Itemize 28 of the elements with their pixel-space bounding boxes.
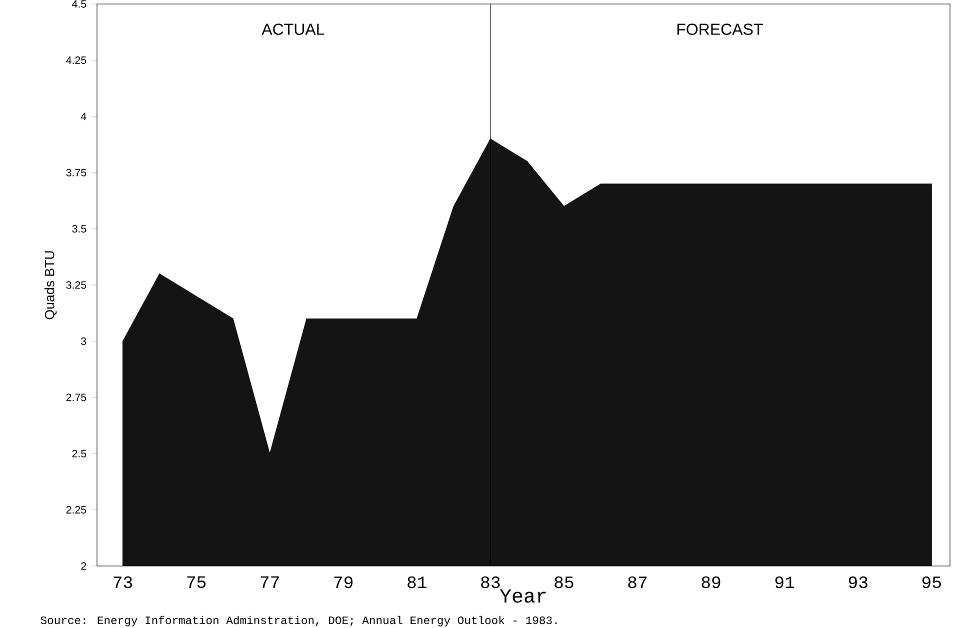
y-tick-label: 2.5 — [72, 450, 86, 458]
x-tick-label: 73 — [114, 576, 132, 588]
y-tick-label: 3.25 — [66, 281, 86, 289]
annotation: FORECAST — [677, 24, 763, 35]
x-tick-label: 83 — [481, 576, 500, 588]
y-tick-label: 2.75 — [66, 394, 86, 402]
y-tick-label: 3 — [81, 337, 86, 345]
x-tick-label: 79 — [334, 576, 353, 588]
x-tick-label: 77 — [260, 576, 279, 588]
y-axis-title: Quads BTU — [44, 251, 57, 320]
x-tick-label: 95 — [922, 576, 941, 588]
x-tick-label: 87 — [628, 576, 647, 588]
x-tick-label: 91 — [775, 576, 794, 588]
y-tick-label: 3.5 — [72, 225, 86, 233]
x-axis-title: Year — [500, 589, 546, 603]
y-tick-label: 2.25 — [66, 506, 86, 514]
annotation: ACTUAL — [262, 24, 324, 35]
y-tick-label: 4.5 — [72, 0, 86, 8]
x-tick-label: 75 — [187, 576, 206, 588]
x-tick-label: 93 — [848, 576, 868, 588]
y-tick-label: 2 — [81, 562, 86, 570]
x-tick-label: 89 — [702, 576, 720, 588]
y-tick-label: 4 — [80, 112, 86, 120]
source-note: Source: Energy Information Adminstration, DOE; Annual Energy Outlook - 1983. — [40, 616, 557, 626]
y-tick-label: 3.75 — [66, 168, 86, 176]
x-tick-label: 85 — [554, 576, 574, 588]
y-tick-label: 4.25 — [66, 56, 86, 64]
x-tick-label: 81 — [408, 576, 426, 588]
